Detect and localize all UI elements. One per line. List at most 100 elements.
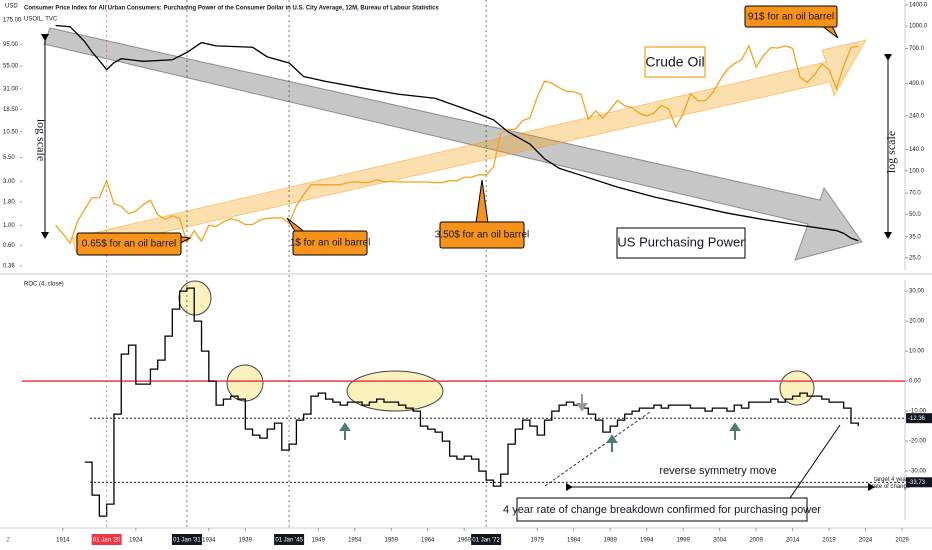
x-marker-label: 01 Jan '45 bbox=[275, 538, 303, 544]
x-tick-label: 1914 bbox=[56, 538, 70, 544]
annotation: 4 year rate of change breakdown confirme… bbox=[503, 504, 821, 516]
x-marker-label: 01 Jan '72 bbox=[472, 538, 500, 544]
y-tick-label: 700.0 bbox=[909, 46, 925, 52]
annotation: target 4 year rate of change bbox=[871, 477, 911, 490]
underlay bbox=[0, 27, 932, 412]
callout bbox=[516, 497, 808, 522]
x-tick-label: 1924 bbox=[129, 538, 143, 544]
highlight bbox=[779, 370, 815, 406]
y-tick-label: 0.60 bbox=[3, 243, 15, 249]
y-tick-label: 31.00 bbox=[3, 86, 19, 92]
y-tick-label: 1.80 bbox=[3, 200, 15, 206]
y-tick-label: 140.0 bbox=[909, 147, 925, 153]
y-tick-label: 0.00 bbox=[909, 379, 921, 385]
y-tick-label: 3.00 bbox=[3, 179, 15, 185]
y-tick-label: 30.00 bbox=[909, 289, 925, 295]
y-tick-label: 70.0 bbox=[909, 191, 921, 197]
x-tick-label: 2024 bbox=[859, 538, 873, 544]
y-tick-label: 50.0 bbox=[909, 212, 921, 218]
price-label: -12.36 bbox=[908, 416, 926, 422]
signal-arrow bbox=[606, 434, 618, 452]
y-tick-label: 400.0 bbox=[909, 81, 925, 87]
connector bbox=[789, 424, 841, 499]
y-tick-label: 55.00 bbox=[3, 64, 19, 70]
legend-box bbox=[616, 227, 746, 259]
x-tick-label: 1999 bbox=[676, 538, 690, 544]
y-tick-label: 100.0 bbox=[909, 168, 925, 174]
highlight bbox=[178, 280, 212, 316]
y-tick-label: 175.00 bbox=[3, 18, 22, 24]
x-tick-label: 1989 bbox=[604, 538, 618, 544]
x-tick-label: 1934 bbox=[202, 538, 216, 544]
y-tick-label: 25.0 bbox=[909, 255, 921, 261]
annotation: US Purchasing Power bbox=[617, 234, 745, 249]
callout bbox=[744, 5, 838, 28]
x-tick-label: 1949 bbox=[312, 538, 326, 544]
x-tick-label: 1994 bbox=[640, 538, 654, 544]
series-line bbox=[55, 24, 859, 242]
y-tick-label: 10.00 bbox=[909, 349, 925, 355]
x-tick-label: 1939 bbox=[239, 538, 253, 544]
x-tick-label: 2029 bbox=[895, 538, 909, 544]
x-tick-label: 1964 bbox=[421, 538, 435, 544]
annotation: log scale bbox=[34, 119, 48, 161]
trend-line bbox=[544, 411, 651, 487]
x-marker-label: 01 Jan '31 bbox=[173, 538, 201, 544]
x-marker-label: 01 Jan '20 bbox=[93, 538, 121, 544]
y-tick-label: -20.00 bbox=[909, 439, 927, 445]
panel-title: ROC (4, close) bbox=[24, 282, 64, 288]
trend-arrow-oil bbox=[71, 39, 867, 253]
x-marker-bg bbox=[91, 534, 122, 545]
y-tick-label: 10.50 bbox=[3, 129, 19, 135]
y-tick-label: 95.00 bbox=[3, 42, 19, 48]
x-tick-label: 2004 bbox=[713, 538, 727, 544]
trend-arrow-purchasing bbox=[43, 27, 863, 261]
x-tick-label: 2014 bbox=[786, 538, 800, 544]
y-tick-label: -10.00 bbox=[909, 409, 927, 415]
annotation: 91$ for an oil barrel bbox=[748, 12, 834, 23]
chart-subtitle: USOIL, TVC bbox=[24, 17, 58, 23]
y-tick-label: 0.36 bbox=[3, 264, 15, 270]
x-marker-bg bbox=[274, 534, 305, 545]
y-tick-label: 20.00 bbox=[909, 319, 925, 325]
y-axis-label: USD bbox=[5, 4, 18, 10]
callout-pointer bbox=[820, 25, 839, 39]
price-label-bg bbox=[906, 413, 932, 424]
callout bbox=[76, 232, 182, 256]
y-tick-label: 1.00 bbox=[3, 223, 15, 229]
annotation: 3.50$ for an oil barrel bbox=[435, 230, 530, 241]
y-tick-label: 35.0 bbox=[909, 234, 921, 240]
x-marker-bg bbox=[471, 534, 502, 545]
y-tick-label: 240.0 bbox=[909, 113, 925, 119]
price-label-bg bbox=[906, 477, 932, 488]
y-tick-label: -30.00 bbox=[909, 469, 927, 475]
annotation: reverse symmetry move bbox=[659, 465, 776, 477]
callout bbox=[292, 230, 368, 256]
x-tick-label: 2019 bbox=[822, 538, 836, 544]
x-tick-label: 1979 bbox=[531, 538, 545, 544]
annotation: Crude Oil bbox=[645, 54, 704, 70]
logo: Z bbox=[6, 537, 11, 544]
signal-arrow bbox=[339, 422, 351, 440]
x-tick-label: 1954 bbox=[348, 538, 362, 544]
signal-arrow bbox=[729, 422, 741, 440]
price-label: -33.73 bbox=[908, 480, 926, 486]
chart-title: Consumer Price Index for All Urban Consu… bbox=[24, 6, 439, 12]
annotation: log scale bbox=[884, 131, 898, 173]
overlay: USD Consumer Price Index for All Urban C… bbox=[5, 4, 898, 544]
x-marker-bg bbox=[171, 534, 202, 545]
signal-arrow bbox=[576, 394, 588, 412]
y-tick-label: 1000.0 bbox=[909, 24, 928, 30]
x-tick-label: 1984 bbox=[567, 538, 581, 544]
callout bbox=[439, 221, 525, 249]
y-tick-label: 1400.0 bbox=[909, 3, 928, 9]
annotation: 1$ for an oil barrel bbox=[290, 238, 371, 249]
series-line bbox=[84, 287, 859, 517]
y-tick-label: 18.50 bbox=[3, 107, 19, 113]
x-tick-label: 1959 bbox=[385, 538, 399, 544]
legend-box bbox=[644, 46, 706, 78]
highlight bbox=[346, 370, 444, 412]
